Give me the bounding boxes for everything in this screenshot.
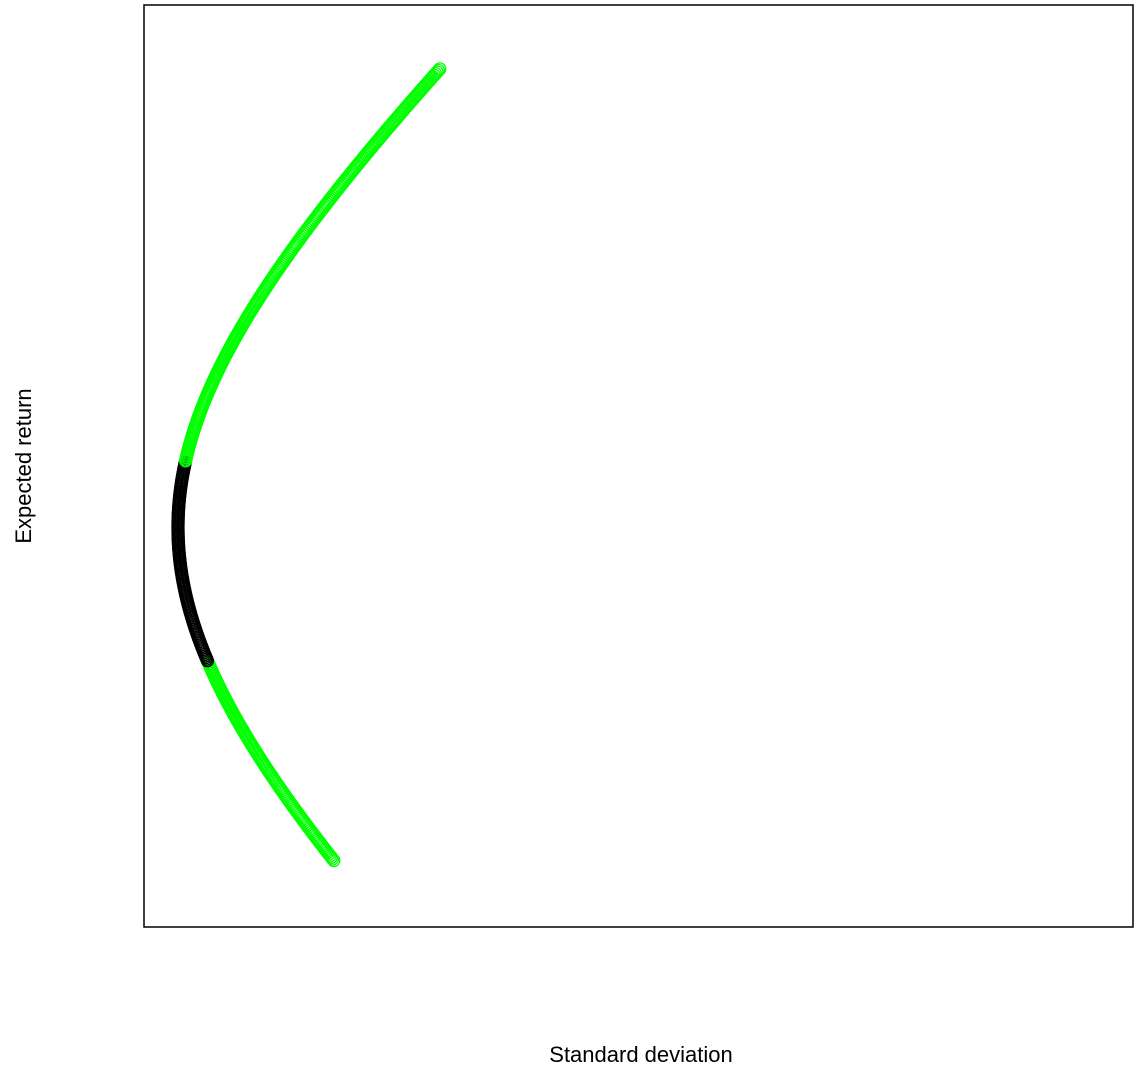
frontier-point: [430, 65, 444, 79]
points-layer: [171, 62, 447, 868]
y-axis-label: Expected return: [11, 388, 36, 543]
frontier-point: [428, 67, 443, 81]
x-axis-label: Standard deviation: [549, 1042, 732, 1067]
frontier-point: [431, 63, 446, 78]
frontier-point: [433, 62, 447, 76]
plot-frame: [143, 4, 1134, 928]
